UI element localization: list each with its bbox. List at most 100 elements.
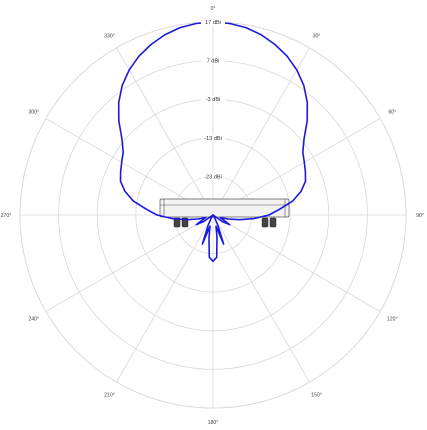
angle-tick-label-90: 90° xyxy=(416,213,424,219)
angle-tick-label-270: 270° xyxy=(1,213,12,219)
pattern-point-5 xyxy=(229,22,231,25)
pattern-point-280 xyxy=(132,200,134,202)
device-housing xyxy=(159,198,290,218)
pattern-point-65 xyxy=(304,171,306,173)
pattern-point-315 xyxy=(118,120,120,122)
pattern-point-355 xyxy=(195,22,197,25)
pattern-point-290 xyxy=(119,180,122,182)
device-foot-right-2 xyxy=(269,217,277,228)
pattern-point-180 xyxy=(212,260,214,262)
angle-tick-label-150: 150° xyxy=(311,392,322,398)
pattern-point-300 xyxy=(121,161,123,163)
spoke-240 xyxy=(45,214,214,312)
pattern-point-250 xyxy=(205,217,207,219)
pattern-point-100 xyxy=(239,219,241,221)
pattern-point-155 xyxy=(217,224,219,227)
angle-tick-label-120: 120° xyxy=(387,317,398,323)
pattern-point-295 xyxy=(120,171,122,173)
ring-label-bg xyxy=(201,96,225,104)
label-layer: 0° 30° 60° 90° 120° 150° 180° 210° 240° 270° 300° 3… xyxy=(1,6,424,426)
pattern-point-265 xyxy=(171,218,173,220)
pattern-point-350 xyxy=(179,27,181,29)
spoke-30 xyxy=(212,47,310,216)
pattern-point-175 xyxy=(216,256,218,258)
spoke-210 xyxy=(116,214,214,383)
pattern-point-30 xyxy=(296,69,298,71)
pattern-point-55 xyxy=(302,151,304,153)
spoke-120 xyxy=(212,214,381,312)
pattern-point-320 xyxy=(118,102,120,104)
pattern-point-335 xyxy=(138,55,140,57)
pattern-point-120 xyxy=(229,224,231,226)
spoke-330 xyxy=(116,47,214,216)
pattern-point-260 xyxy=(185,219,187,221)
device-illustration xyxy=(159,198,290,228)
pattern-point-285 xyxy=(124,190,126,192)
radial-tick-label--23: -23 dBi xyxy=(204,174,222,180)
device-foot-right-1 xyxy=(261,217,269,228)
pattern-point-275 xyxy=(145,208,147,210)
pattern-point-325 xyxy=(121,84,123,86)
angle-tick-label-330: 330° xyxy=(104,34,115,40)
pattern-point-90 xyxy=(268,214,270,216)
pattern-point-60 xyxy=(303,161,305,163)
angle-tick-label-60: 60° xyxy=(388,110,396,116)
device-foot-left-1 xyxy=(173,217,181,228)
pattern-point-270 xyxy=(156,214,158,216)
angle-tick-label-300: 300° xyxy=(28,110,39,116)
pattern-point-200 xyxy=(201,243,203,245)
pattern-point-35 xyxy=(303,84,305,86)
ring-label-bg xyxy=(201,19,225,26)
pattern-point-230 xyxy=(212,214,214,216)
angle-tick-label-240: 240° xyxy=(28,317,39,323)
pattern-point-240 xyxy=(195,224,197,226)
ring-label-bg xyxy=(201,173,225,181)
pattern-point-165 xyxy=(215,225,217,227)
ring-label-bg xyxy=(201,134,225,142)
pattern-point-245 xyxy=(201,219,204,221)
pattern-point-205 xyxy=(207,224,209,227)
angle-tick-label-0: 0° xyxy=(211,6,216,12)
pattern-point-25 xyxy=(286,55,288,57)
pattern-point-85 xyxy=(279,208,281,210)
pattern-point-10 xyxy=(245,27,247,29)
angle-tick-label-180: 180° xyxy=(208,420,219,426)
pattern-point-345 xyxy=(164,34,166,36)
radial-tick-label-17: 17 dBi xyxy=(205,20,221,26)
pattern-point-195 xyxy=(209,225,211,227)
pattern-point-105 xyxy=(227,218,229,220)
pattern-point-255 xyxy=(197,218,199,220)
pattern-point-80 xyxy=(292,200,294,202)
radial-tick-label-7: 7 dBi xyxy=(207,59,220,65)
pattern-point-125 xyxy=(221,221,224,223)
series-layer xyxy=(117,21,309,263)
pattern-point-50 xyxy=(303,138,305,140)
pattern-point-210 xyxy=(210,217,212,219)
pattern-point-160 xyxy=(223,243,225,245)
pattern-point-15 xyxy=(260,34,262,36)
pattern-point-310 xyxy=(121,138,123,140)
pattern-point-185 xyxy=(208,256,210,258)
pattern-point-110 xyxy=(219,217,221,219)
pattern-point-70 xyxy=(304,180,307,182)
spoke-150 xyxy=(212,214,310,383)
pattern-point-115 xyxy=(222,219,225,221)
pattern-point-75 xyxy=(300,190,302,192)
pattern-point-340 xyxy=(150,43,152,46)
pattern-point-330 xyxy=(128,69,130,71)
pattern-point-20 xyxy=(274,43,276,46)
pattern-point-235 xyxy=(202,221,205,223)
radial-tick-label--3: -3 dBi xyxy=(206,97,221,103)
angle-tick-label-30: 30° xyxy=(313,34,321,40)
ring-label-bg xyxy=(201,57,225,65)
pattern-point-170 xyxy=(216,237,218,239)
pattern-point-305 xyxy=(122,151,124,153)
radial-tick-label--13: -13 dBi xyxy=(204,136,222,142)
pattern-point-190 xyxy=(208,237,210,239)
pattern-point-150 xyxy=(214,217,216,219)
pattern-point-45 xyxy=(306,120,308,122)
angle-tick-label-210: 210° xyxy=(104,392,115,398)
pattern-point-40 xyxy=(306,102,308,104)
